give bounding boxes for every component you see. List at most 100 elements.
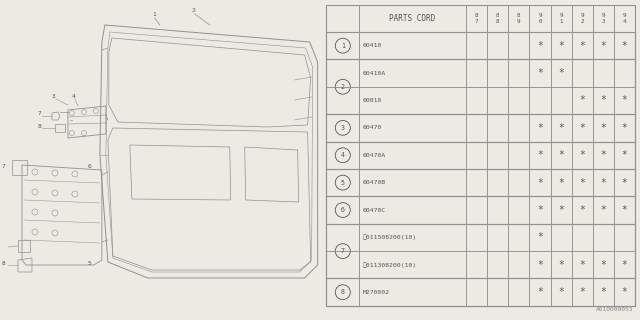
Bar bbox=[508, 141, 529, 169]
Text: *: * bbox=[537, 41, 543, 51]
Bar bbox=[326, 32, 359, 60]
Bar bbox=[487, 141, 508, 169]
Text: 4: 4 bbox=[72, 94, 76, 99]
Text: *: * bbox=[537, 232, 543, 243]
Bar bbox=[550, 60, 572, 87]
Text: *: * bbox=[621, 150, 628, 160]
Bar bbox=[359, 5, 466, 32]
Bar bbox=[550, 32, 572, 60]
Text: *: * bbox=[579, 123, 585, 133]
Bar bbox=[466, 251, 487, 278]
Text: 8: 8 bbox=[341, 289, 345, 295]
Bar bbox=[466, 278, 487, 306]
Bar bbox=[508, 224, 529, 251]
Text: A610000053: A610000053 bbox=[596, 307, 634, 312]
Bar bbox=[593, 5, 614, 32]
Bar bbox=[466, 196, 487, 224]
Bar bbox=[326, 169, 359, 196]
Bar bbox=[550, 278, 572, 306]
Text: *: * bbox=[600, 41, 607, 51]
Bar bbox=[326, 141, 636, 169]
Bar bbox=[529, 5, 550, 32]
Bar bbox=[466, 224, 487, 251]
Text: 7: 7 bbox=[38, 111, 42, 116]
Bar bbox=[593, 114, 614, 141]
Text: 9
3: 9 3 bbox=[602, 13, 605, 24]
Text: 2: 2 bbox=[341, 84, 345, 90]
Text: 7: 7 bbox=[341, 248, 345, 254]
Bar bbox=[614, 141, 636, 169]
Text: 8: 8 bbox=[38, 124, 42, 129]
Bar bbox=[508, 169, 529, 196]
Text: *: * bbox=[558, 150, 564, 160]
Bar bbox=[326, 60, 359, 87]
Bar bbox=[593, 87, 614, 114]
Bar bbox=[487, 224, 508, 251]
Text: 5: 5 bbox=[341, 180, 345, 186]
Bar bbox=[326, 278, 636, 306]
Bar bbox=[487, 60, 508, 87]
Bar bbox=[487, 32, 508, 60]
Bar bbox=[326, 224, 636, 278]
Bar bbox=[614, 224, 636, 251]
Bar bbox=[326, 224, 359, 251]
Bar bbox=[326, 114, 636, 141]
Bar bbox=[614, 5, 636, 32]
Bar bbox=[529, 87, 550, 114]
Bar bbox=[326, 278, 359, 306]
Bar bbox=[529, 141, 550, 169]
Text: *: * bbox=[600, 205, 607, 215]
Text: *: * bbox=[579, 287, 585, 297]
Text: *: * bbox=[558, 68, 564, 78]
Bar bbox=[466, 32, 487, 60]
Bar bbox=[529, 169, 550, 196]
Text: *: * bbox=[537, 260, 543, 270]
Text: *: * bbox=[579, 41, 585, 51]
Text: *: * bbox=[537, 205, 543, 215]
Text: 9
0: 9 0 bbox=[538, 13, 541, 24]
Text: 60410A: 60410A bbox=[363, 71, 387, 76]
Bar bbox=[326, 141, 359, 169]
Bar bbox=[593, 224, 614, 251]
Bar bbox=[508, 196, 529, 224]
Text: *: * bbox=[558, 41, 564, 51]
Text: *: * bbox=[579, 260, 585, 270]
Bar bbox=[508, 278, 529, 306]
Bar bbox=[359, 60, 466, 87]
Bar bbox=[326, 114, 359, 141]
Text: *: * bbox=[600, 287, 607, 297]
Text: *: * bbox=[537, 68, 543, 78]
Text: 2: 2 bbox=[192, 8, 195, 13]
Text: *: * bbox=[537, 178, 543, 188]
Bar bbox=[487, 169, 508, 196]
Text: *: * bbox=[621, 41, 628, 51]
Text: Ⓑ011508200(10): Ⓑ011508200(10) bbox=[363, 235, 417, 240]
Bar bbox=[572, 169, 593, 196]
Bar bbox=[550, 169, 572, 196]
Bar bbox=[614, 169, 636, 196]
Text: M270002: M270002 bbox=[363, 290, 390, 295]
Bar bbox=[466, 60, 487, 87]
Bar bbox=[593, 32, 614, 60]
Bar bbox=[326, 196, 359, 224]
Bar bbox=[326, 60, 636, 114]
Text: 8
7: 8 7 bbox=[475, 13, 478, 24]
Bar bbox=[326, 169, 636, 196]
Bar bbox=[593, 196, 614, 224]
Text: 9
2: 9 2 bbox=[580, 13, 584, 24]
Text: *: * bbox=[600, 123, 607, 133]
Text: 3: 3 bbox=[341, 125, 345, 131]
Bar bbox=[550, 141, 572, 169]
Text: *: * bbox=[558, 205, 564, 215]
Bar bbox=[466, 141, 487, 169]
Bar bbox=[572, 251, 593, 278]
Bar bbox=[326, 5, 359, 32]
Bar bbox=[359, 224, 466, 251]
Bar bbox=[529, 278, 550, 306]
Text: *: * bbox=[600, 178, 607, 188]
Text: *: * bbox=[600, 150, 607, 160]
Bar bbox=[466, 5, 487, 32]
Bar bbox=[359, 141, 466, 169]
Bar bbox=[359, 114, 466, 141]
Bar bbox=[593, 141, 614, 169]
